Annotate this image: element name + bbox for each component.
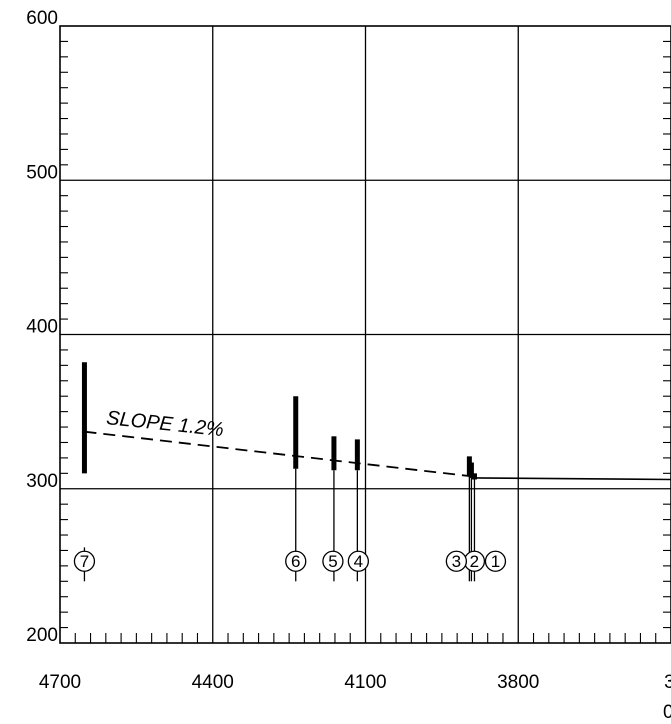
borehole-marker-circle: [445, 550, 468, 572]
borehole-marker-label: 2: [470, 552, 479, 571]
borehole-marker-circle: [347, 550, 370, 572]
borehole-marker-label: 4: [354, 552, 363, 571]
borehole-marker-label: 5: [328, 552, 337, 571]
borehole-marker-circle: [285, 550, 307, 572]
x-tick-label: 4400: [192, 672, 234, 693]
borehole-marker-label: 6: [291, 552, 300, 571]
y-tick-label: 400: [26, 317, 58, 338]
profile-solid-line: [473, 477, 671, 481]
borehole-marker-label: 7: [80, 552, 89, 571]
borehole-marker-circle: [484, 550, 507, 572]
slope-dashed-line: [84, 430, 473, 478]
borehole-marker-label: 3: [452, 552, 461, 571]
borehole-marker-label: 1: [491, 552, 500, 571]
y-tick-label: 200: [26, 625, 58, 646]
y-tick-label: 300: [26, 471, 58, 492]
x-tick-label: 3800: [497, 672, 539, 693]
borehole-marker-circle: [322, 550, 344, 572]
x-tick-label: 4700: [39, 672, 81, 693]
x-tick-label: 349: [664, 672, 671, 693]
borehole-marker-circle: [73, 550, 96, 572]
y-tick-label: 500: [26, 162, 58, 183]
y-tick-label: 600: [26, 8, 58, 29]
x-tick-label: 4100: [344, 672, 386, 693]
corner-fragment-label: 0: [663, 702, 671, 723]
